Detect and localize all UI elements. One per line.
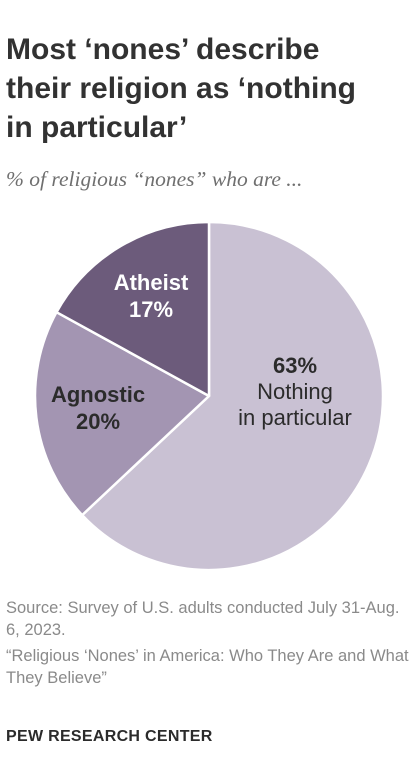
pie-slice-agnostic: [33, 310, 211, 517]
pie-slice-nothing-in-particular: [80, 220, 385, 572]
pie-label-line: in particular: [238, 405, 352, 430]
pie-label-line: Agnostic: [51, 382, 145, 407]
chart-subtitle: % of religious “nones” who are ...: [6, 167, 303, 191]
pie-label-line: Atheist: [114, 270, 189, 295]
pew-logo-text: PEW RESEARCH CENTER: [6, 728, 213, 745]
pie-label-line: 20%: [76, 409, 120, 434]
pie-label-atheist: Atheist 17%: [114, 270, 189, 322]
source-note: Source: Survey of U.S. adults conducted …: [6, 597, 416, 689]
pie-label-line: 17%: [129, 297, 173, 322]
pie-label-agnostic: Agnostic 20%: [51, 382, 145, 434]
source-text: Source: Survey of U.S. adults conducted …: [6, 599, 400, 639]
pie-chart: 63% Nothing in particular Agnostic 20% Atheis…: [33, 220, 385, 572]
pie-label-line: 63%: [273, 353, 317, 378]
pie-label-nothing-in-particular: 63% Nothing in particular: [238, 353, 352, 430]
report-title: “Religious ‘Nones’ in America: Who They …: [6, 647, 409, 687]
chart-title: Most ‘nones’ describe their religion as …: [6, 33, 357, 144]
pie-label-line: Nothing: [257, 379, 333, 404]
pie-slice-atheist: [55, 220, 211, 398]
